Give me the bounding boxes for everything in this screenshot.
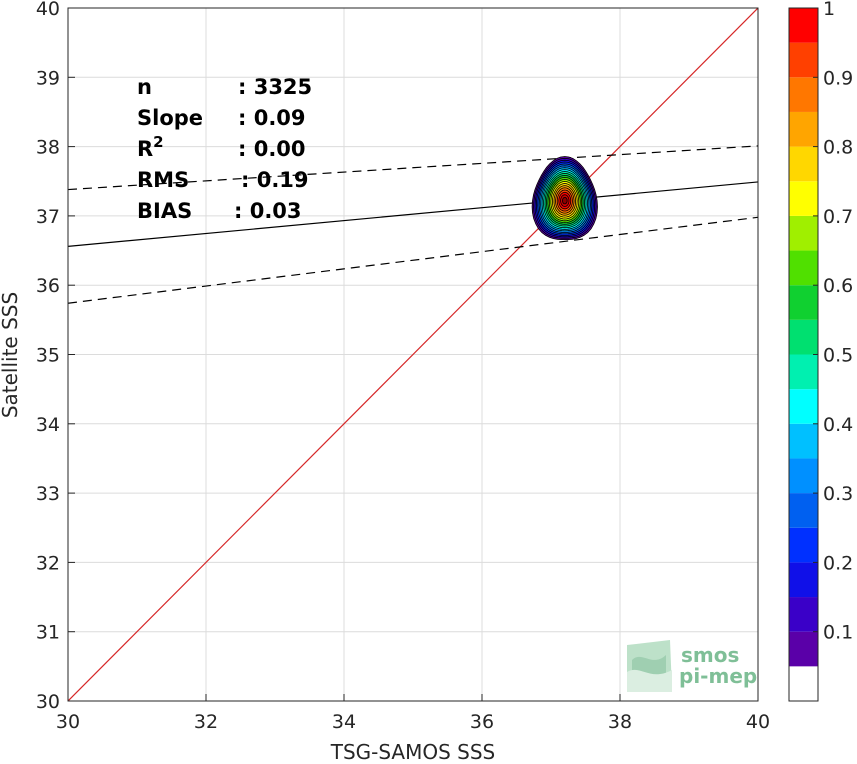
x-axis-label: TSG-SAMOS SSS	[330, 740, 496, 764]
logo-wave-icon	[627, 640, 672, 692]
x-tick-label: 30	[56, 711, 80, 733]
colorbar	[789, 8, 818, 701]
lower-bound-line	[68, 216, 758, 304]
density-contours	[531, 156, 598, 240]
x-tick-label: 38	[608, 711, 632, 733]
colorbar-band	[789, 389, 818, 424]
y-axis-ticks: 30 31 32 33 34 35 36 37 38 39 40	[36, 0, 75, 713]
colorbar-band	[789, 77, 818, 112]
colorbar-band	[789, 354, 818, 390]
y-tick-label: 39	[36, 67, 60, 89]
x-tick-label: 34	[332, 711, 356, 733]
stat-value: : 0.00	[238, 137, 306, 161]
colorbar-band	[789, 146, 818, 182]
x-tick-label: 40	[746, 711, 770, 733]
colorbar-band	[789, 493, 818, 528]
regression-line	[68, 181, 758, 247]
x-axis-ticks: 30 32 34 36 38 40	[56, 694, 770, 733]
colorbar-band	[789, 250, 818, 286]
colorbar-band	[789, 597, 818, 632]
colorbar-band	[789, 215, 818, 251]
colorbar-tick-label: 0.2	[823, 552, 853, 574]
colorbar-tick-label: 0.1	[823, 622, 853, 644]
x-tick-label: 36	[470, 711, 494, 733]
fit-lines	[68, 8, 758, 701]
identity-line	[68, 8, 758, 701]
y-tick-label: 33	[36, 483, 60, 505]
colorbar-band	[789, 181, 818, 216]
logo-line2: pi-mep	[679, 664, 757, 688]
stat-value: : 0.03	[234, 199, 302, 223]
density-contour-level	[562, 197, 568, 205]
colorbar-ticks: 0.1 0.2 0.3 0.4 0.5 0.6 0.7 0.8 0.9 1	[813, 0, 853, 644]
y-tick-label: 38	[36, 137, 60, 159]
x-tick-label: 32	[194, 711, 218, 733]
colorbar-tick-label: 0.4	[823, 414, 853, 436]
stat-label: RMS	[137, 168, 189, 192]
logo-line1: smos	[681, 643, 739, 667]
colorbar-tick-label: 0.7	[823, 206, 853, 228]
colorbar-band	[789, 319, 818, 355]
y-tick-label: 36	[36, 275, 60, 297]
y-tick-label: 31	[36, 622, 60, 644]
colorbar-band	[789, 631, 818, 667]
upper-bound-line	[68, 145, 758, 191]
colorbar-frame	[788, 7, 819, 702]
stat-value: : 3325	[238, 75, 312, 99]
stat-value: : 0.19	[241, 168, 309, 192]
colorbar-tick-label: 0.6	[823, 275, 853, 297]
colorbar-band	[789, 42, 818, 78]
colorbar-tick-label: 1	[823, 0, 835, 20]
y-tick-label: 37	[36, 206, 60, 228]
colorbar-tick-label: 0.3	[823, 483, 853, 505]
stat-superscript: 2	[153, 133, 163, 151]
colorbar-band	[789, 666, 818, 701]
y-tick-label: 40	[36, 0, 60, 20]
colorbar-band	[789, 562, 818, 598]
colorbar-tick-label: 0.8	[823, 137, 853, 159]
colorbar-tick-label: 0.5	[823, 345, 853, 367]
stat-label: BIAS	[137, 199, 192, 223]
colorbar-band	[789, 527, 818, 563]
colorbar-band	[789, 285, 818, 320]
y-axis-label: Satellite SSS	[0, 292, 22, 418]
stat-label: n	[137, 75, 152, 99]
y-tick-label: 34	[36, 414, 60, 436]
y-tick-label: 35	[36, 345, 60, 367]
colorbar-band	[789, 8, 818, 43]
colorbar-band	[789, 423, 818, 459]
grid-lines	[67, 7, 759, 702]
y-tick-label: 30	[36, 691, 60, 713]
smos-pi-mep-logo: smos pi-mep	[627, 640, 757, 692]
colorbar-band	[789, 111, 818, 147]
stat-value: : 0.09	[238, 106, 306, 130]
stat-label: Slope	[137, 106, 203, 130]
colorbar-band	[789, 458, 818, 494]
y-tick-label: 32	[36, 552, 60, 574]
colorbar-tick-label: 0.9	[823, 67, 853, 89]
